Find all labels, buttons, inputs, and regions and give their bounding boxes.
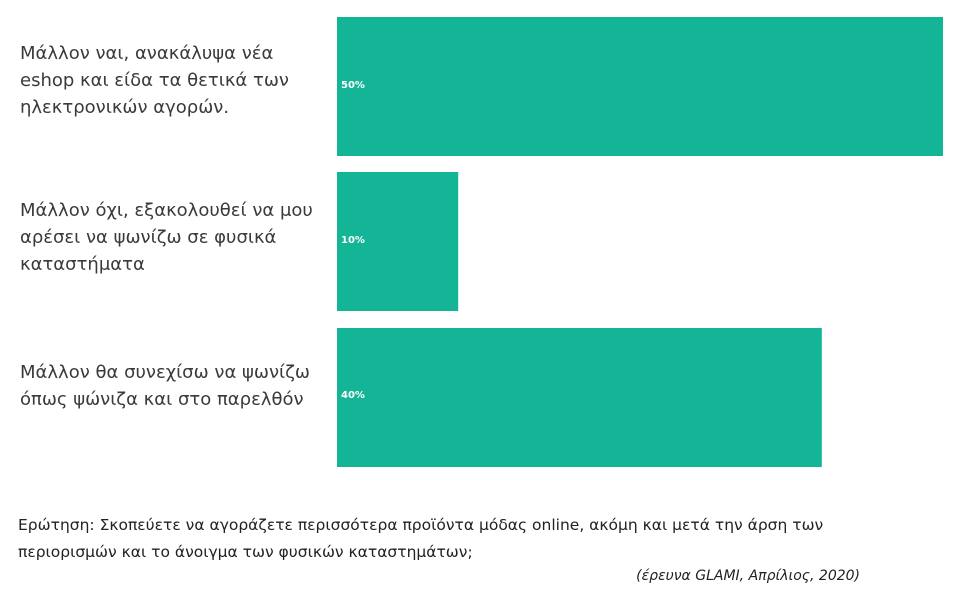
bar-chart — [337, 17, 943, 467]
value-label-same: 40% — [341, 390, 365, 401]
source-note: (έρευνα GLAMI, Απρίλιος, 2020) — [636, 568, 860, 584]
category-label-yes: Μάλλον ναι, ανακάλυψα νέα eshop και είδα… — [20, 43, 289, 118]
value-label-no: 10% — [341, 235, 365, 246]
bar-0 — [337, 17, 943, 156]
bar-2 — [337, 328, 822, 467]
bar-1 — [337, 172, 459, 311]
value-label-yes: 50% — [341, 80, 365, 91]
category-label-no: Μάλλον όχι, εξακολουθεί να μου αρέσει να… — [20, 200, 313, 275]
category-label-same: Μάλλον θα συνεχίσω να ψωνίζω όπως ψώνιζα… — [20, 362, 310, 410]
survey-question: Ερώτηση: Σκοπεύετε να αγοράζετε περισσότ… — [18, 516, 824, 561]
